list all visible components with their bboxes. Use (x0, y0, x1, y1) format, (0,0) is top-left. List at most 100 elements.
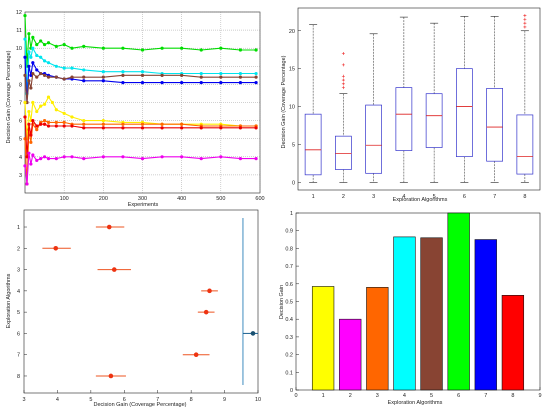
line-chart-xtick-label: 200 (99, 196, 108, 202)
line-chart-ytick-label: 8 (19, 82, 22, 88)
line-chart-marker (121, 70, 124, 73)
line-chart-ytick-label: 7 (19, 101, 22, 107)
bar-chart-ytick-label: 1 (290, 211, 293, 217)
line-chart-marker (121, 81, 124, 84)
line-chart-marker (219, 155, 222, 158)
bar-chart-ytick-label: 0.4 (285, 317, 293, 323)
bar-chart-xtick-label: 0 (294, 393, 297, 399)
interval-plot-point (112, 267, 117, 272)
line-chart-marker (160, 74, 163, 77)
line-chart-marker (55, 76, 58, 79)
line-chart-ytick-label: 10 (16, 46, 22, 52)
line-chart-marker (82, 79, 85, 82)
line-chart-marker (47, 124, 50, 127)
line-chart-marker (82, 119, 85, 122)
line-chart-marker (27, 123, 30, 126)
box-plot-ytick-label: 20 (289, 29, 295, 35)
bar-chart-xtick-label: 9 (538, 393, 541, 399)
line-chart-marker (43, 43, 46, 46)
box-plot-panel: 051015201 2 3 4 5 6 7 8 Exploration Algorithms … (281, 8, 540, 203)
line-chart-marker (55, 65, 58, 68)
line-chart-marker (70, 67, 73, 70)
line-chart-marker (63, 155, 66, 158)
line-chart-marker (141, 126, 144, 129)
box-plot-ylabel: Decision Gain (Coverage Percentage) (281, 55, 287, 148)
line-chart-marker (102, 155, 105, 158)
line-chart-marker (141, 81, 144, 84)
line-chart-marker (219, 47, 222, 50)
interval-plot-xlabel: Decision Gain (Coverage Percentage) (94, 402, 187, 408)
line-chart-marker (70, 155, 73, 158)
interval-plot-xtick-label: 9 (223, 397, 226, 403)
line-chart-marker (29, 56, 32, 59)
line-chart-marker (200, 48, 203, 51)
line-chart-marker (35, 124, 38, 127)
line-chart-marker (43, 103, 46, 106)
line-chart-ylabel: Decision Gain (Coverage Percentage) (6, 50, 12, 143)
line-chart-marker (23, 74, 26, 77)
bar-chart-xtick-label: 3 (376, 393, 379, 399)
line-chart-marker (239, 76, 242, 79)
line-chart-marker (55, 108, 58, 111)
line-chart-marker (29, 133, 32, 136)
box-plot-xtick-label: 6 (463, 194, 466, 200)
line-chart-ytick-label: 4 (19, 155, 22, 161)
line-chart-marker (35, 76, 38, 79)
line-chart-marker (180, 123, 183, 126)
line-chart-marker (239, 48, 242, 51)
line-chart-marker (219, 72, 222, 75)
interval-plot-xtick-label: 8 (190, 397, 193, 403)
interval-plot-point (109, 374, 114, 379)
box-plot-xlabel: Exploration Algorithms (393, 197, 448, 203)
bar-chart-ytick-label: 0.7 (285, 264, 293, 270)
interval-plot-point (207, 289, 212, 294)
line-chart-marker (254, 76, 257, 79)
interval-plot-point (107, 225, 112, 230)
line-chart-marker (39, 123, 42, 126)
line-chart-marker (63, 43, 66, 46)
box-plot-xtick-label: 3 (372, 194, 375, 200)
interval-plot-point (53, 246, 58, 251)
line-chart-marker (180, 81, 183, 84)
line-chart-marker (27, 152, 30, 155)
bar-chart-xtick-label: 4 (403, 393, 406, 399)
line-chart-marker (23, 101, 26, 104)
line-chart-marker (39, 56, 42, 59)
line-chart-marker (43, 74, 46, 77)
line-chart-marker (43, 119, 46, 122)
line-chart-marker (219, 81, 222, 84)
line-chart-marker (121, 155, 124, 158)
box-plot-xtick-label: 8 (523, 194, 526, 200)
box-plot-ytick-label: 15 (289, 67, 295, 73)
interval-plot-xtick-label: 4 (56, 397, 59, 403)
bar-chart-xtick-label: 5 (430, 393, 433, 399)
line-chart-marker (47, 95, 50, 98)
bar-chart-bar (448, 213, 470, 390)
interval-plot-panel: 3 4 5 6 7 8 9 1012345678 Decision Gain (Coverag… (6, 210, 261, 408)
line-chart-marker (239, 126, 242, 129)
line-chart-marker (39, 39, 42, 42)
bar-chart-xtick-label: 2 (349, 393, 352, 399)
line-chart-marker (141, 74, 144, 77)
interval-plot-ytick-label: 6 (17, 331, 20, 337)
line-chart-marker (141, 157, 144, 160)
line-chart-marker (121, 47, 124, 50)
bar-chart-bar (475, 240, 497, 390)
line-chart-marker (55, 45, 58, 48)
line-chart-marker (254, 72, 257, 75)
bar-chart-xlabel: Exploration Algorithms (388, 400, 443, 406)
bar-chart-bar (421, 238, 443, 390)
line-chart-marker (180, 74, 183, 77)
interval-plot-ylabel: Exploration Algorithms (6, 273, 12, 328)
line-chart-marker (82, 68, 85, 71)
line-chart-marker (43, 59, 46, 62)
line-chart-marker (70, 76, 73, 79)
line-chart-marker (29, 141, 32, 144)
line-chart-ytick-label: 9 (19, 64, 22, 70)
line-chart-marker (27, 50, 30, 53)
line-chart-marker (102, 126, 105, 129)
interval-plot-point (194, 352, 199, 357)
bar-chart-ytick-label: 0.9 (285, 229, 293, 235)
interval-plot-ytick-label: 1 (17, 225, 20, 231)
line-chart-marker (254, 81, 257, 84)
